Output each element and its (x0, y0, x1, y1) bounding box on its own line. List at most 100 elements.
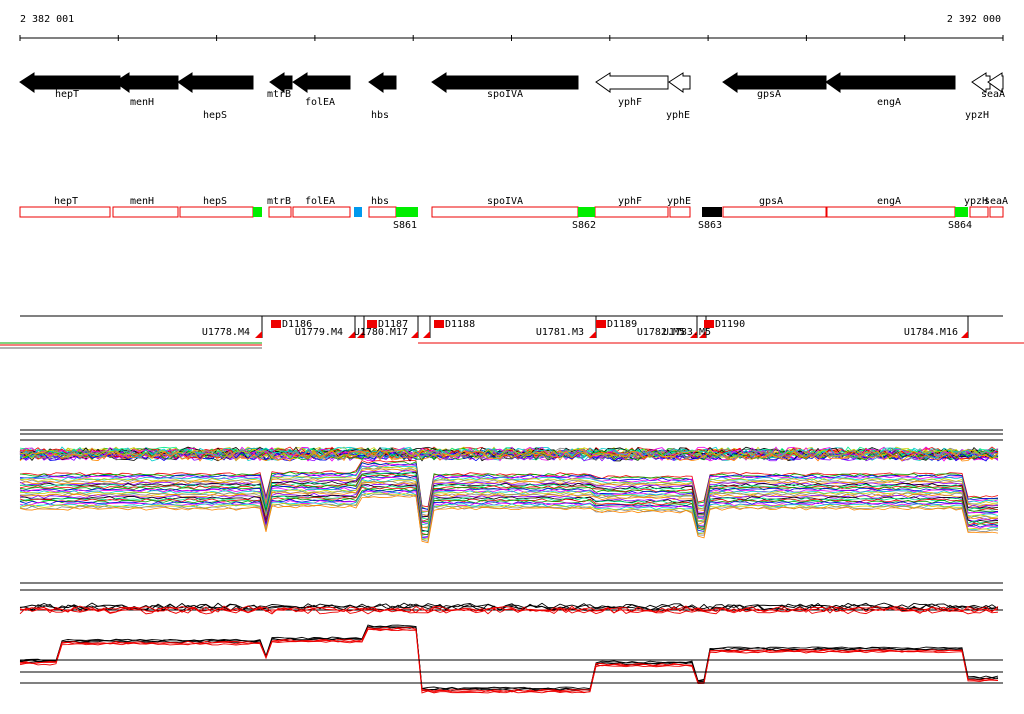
average-trace (19, 606, 999, 614)
expression-trace (19, 448, 999, 460)
average-trace (19, 628, 999, 694)
feature-label: spoIVA (487, 196, 523, 207)
site-label: S862 (572, 220, 596, 231)
average-trace (19, 624, 999, 690)
segment-label: U1781.M3 (536, 327, 584, 338)
expression-trace (19, 461, 999, 511)
feature-label: gpsA (759, 196, 783, 207)
site-box (396, 207, 418, 217)
gene-arrow (292, 72, 351, 93)
segment-label: U1784.M16 (904, 327, 958, 338)
segment-marker (367, 320, 377, 328)
average-trace (19, 626, 999, 692)
segment-end (348, 331, 355, 338)
expression-trace (19, 478, 999, 526)
expression-trace (19, 450, 999, 462)
segment-label: U1783.M5 (663, 327, 711, 338)
expression-trace (19, 491, 999, 540)
feature-label: mtrB (267, 196, 291, 207)
feature-box (722, 206, 827, 218)
gene-label: engA (877, 97, 901, 108)
segment-end (423, 331, 430, 338)
feature-box (179, 206, 254, 218)
site-label: S863 (698, 220, 722, 231)
average-trace (19, 605, 999, 613)
gene-label: seaA (981, 89, 1005, 100)
average-trace (19, 626, 999, 692)
expression-trace (19, 467, 999, 517)
feature-label: menH (130, 196, 154, 207)
expression-trace (19, 446, 999, 458)
feature-label: hepT (54, 196, 78, 207)
segment-end (961, 331, 968, 338)
expression-trace (19, 485, 999, 533)
start-coordinate: 2 382 001 (20, 14, 74, 25)
feature-box (989, 206, 1004, 218)
segment-marker (596, 320, 606, 328)
segment-end (690, 331, 697, 338)
feature-box (292, 206, 351, 218)
gene-label: menH (130, 97, 154, 108)
gene-arrow (269, 72, 293, 93)
feature-box (19, 206, 111, 218)
segment-label: D1190 (715, 319, 745, 330)
average-trace (19, 604, 999, 612)
feature-box (594, 206, 669, 218)
gene-label: folEA (305, 97, 335, 108)
site-box (955, 207, 968, 217)
segment-end (699, 331, 706, 338)
marker (354, 207, 362, 217)
gene-arrow (431, 72, 579, 93)
expression-trace (19, 493, 999, 542)
segment-label: D1186 (282, 319, 312, 330)
average-trace (19, 626, 999, 691)
expression-trace (19, 460, 999, 508)
expression-trace (19, 476, 999, 524)
segment-marker (434, 320, 444, 328)
gene-label: gpsA (757, 89, 781, 100)
segment-label: U1778.M4 (202, 327, 250, 338)
segment-label: D1189 (607, 319, 637, 330)
segment-end (411, 331, 418, 338)
feature-label: seaA (984, 196, 1008, 207)
segment-end (357, 331, 364, 338)
gene-label: yphE (666, 110, 690, 121)
feature-box (431, 206, 579, 218)
segment-end (589, 331, 596, 338)
marker (253, 207, 262, 217)
segment-marker (271, 320, 281, 328)
feature-label: yphF (618, 196, 642, 207)
site-box (702, 207, 722, 217)
gene-arrow (825, 72, 956, 93)
site-label: S861 (393, 220, 417, 231)
feature-label: engA (877, 196, 901, 207)
segment-end (255, 331, 262, 338)
feature-box (112, 206, 179, 218)
feature-box (969, 206, 989, 218)
gene-label: hepT (55, 89, 79, 100)
feature-label: ypzH (964, 196, 988, 207)
gene-label: mtrB (267, 89, 291, 100)
segment-label: D1188 (445, 319, 475, 330)
gene-arrow (987, 72, 1004, 93)
gene-label: spoIVA (487, 89, 523, 100)
segment-label: D1187 (378, 319, 408, 330)
gene-arrow (595, 72, 669, 93)
gene-arrow (368, 72, 397, 93)
feature-label: yphE (667, 196, 691, 207)
gene-arrow (668, 72, 691, 93)
expression-trace (19, 480, 999, 529)
site-label: S864 (948, 220, 972, 231)
gene-arrow (114, 72, 179, 93)
site-box (578, 207, 595, 217)
expression-trace (19, 465, 999, 514)
feature-label: hepS (203, 196, 227, 207)
gene-label: hbs (371, 110, 389, 121)
gene-label: ypzH (965, 110, 989, 121)
expression-trace (19, 474, 999, 523)
feature-box (368, 206, 397, 218)
feature-box (268, 206, 292, 218)
average-trace (19, 607, 999, 615)
gene-label: hepS (203, 110, 227, 121)
feature-label: folEA (305, 196, 335, 207)
